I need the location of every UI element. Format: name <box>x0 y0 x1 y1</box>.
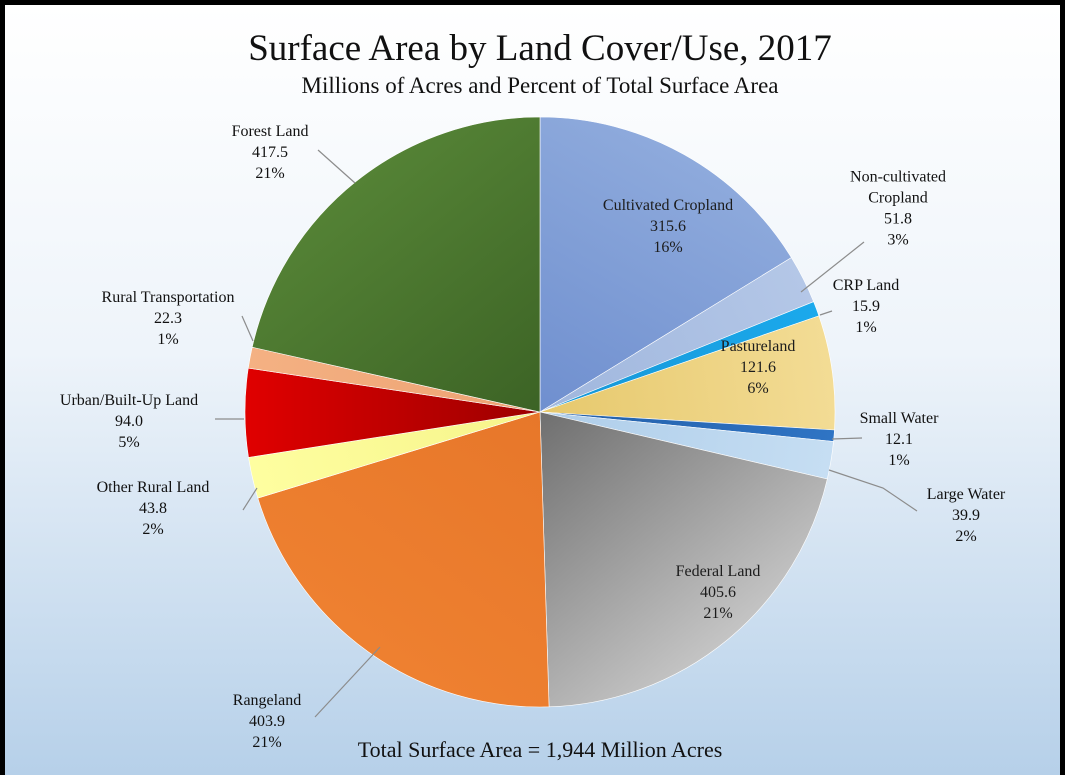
slice-label: Other Rural Land 43.8 2% <box>97 479 210 538</box>
slice-percent: 2% <box>955 528 976 545</box>
slice-percent: 21% <box>703 605 732 622</box>
slice-label: Federal Land 405.6 21% <box>676 563 761 622</box>
slice-percent: 16% <box>653 239 682 256</box>
slice-value: 22.3 <box>154 310 182 327</box>
pie-slice-federal-land <box>539 411 828 708</box>
slice-label: Large Water 39.9 2% <box>927 486 1006 545</box>
leader-line <box>314 646 381 718</box>
slice-label: Pastureland 121.6 6% <box>721 338 796 397</box>
slice-value: 15.9 <box>852 298 880 315</box>
chart-subtitle: Millions of Acres and Percent of Total S… <box>302 73 779 98</box>
leader-line <box>242 487 258 511</box>
slice-name: Forest Land <box>232 123 309 140</box>
slice-name: Pastureland <box>721 338 796 355</box>
slice-label: Rangeland 403.9 21% <box>233 692 301 751</box>
leader-line <box>828 469 918 512</box>
slice-percent: 6% <box>747 380 768 397</box>
slice-name: Cultivated Cropland <box>603 197 733 214</box>
slice-name: Other Rural Land <box>97 479 210 496</box>
pie-chart: Surface Area by Land Cover/Use, 2017 Mil… <box>60 28 1006 762</box>
slice-name: Rangeland <box>233 692 301 709</box>
pie-slice-pastureland <box>539 315 836 431</box>
slice-percent: 1% <box>888 452 909 469</box>
slice-value: 94.0 <box>115 413 143 430</box>
slice-name: Small Water <box>860 410 940 427</box>
slice-percent: 21% <box>252 734 281 751</box>
slice-value: 51.8 <box>884 211 912 228</box>
slice-value: 315.6 <box>650 218 686 235</box>
leader-line <box>317 149 356 184</box>
slice-value: 405.6 <box>700 584 736 601</box>
total-note: Total Surface Area = 1,944 Million Acres <box>358 737 723 762</box>
slice-label: Rural Transportation 22.3 1% <box>102 289 235 348</box>
slice-value: 39.9 <box>952 507 980 524</box>
slice-value: 43.8 <box>139 500 167 517</box>
slice-name: Non-cultivated <box>850 169 946 186</box>
slice-label: Urban/Built-Up Land 94.0 5% <box>60 392 198 451</box>
slice-label: CRP Land 15.9 1% <box>833 277 900 336</box>
pie-slice-cultivated-cropland <box>539 116 792 413</box>
slice-label: Cultivated Cropland 315.6 16% <box>603 197 733 256</box>
slice-name: Federal Land <box>676 563 761 580</box>
slice-percent: 21% <box>255 165 284 182</box>
slice-name: Cropland <box>868 190 928 207</box>
chart-title: Surface Area by Land Cover/Use, 2017 <box>248 28 832 69</box>
slice-percent: 2% <box>142 521 163 538</box>
slice-name: Large Water <box>927 486 1006 503</box>
slice-name: CRP Land <box>833 277 900 294</box>
slice-value: 403.9 <box>249 713 285 730</box>
slice-name: Rural Transportation <box>102 289 235 306</box>
slice-label: Small Water 12.1 1% <box>860 410 940 469</box>
slice-percent: 1% <box>855 319 876 336</box>
slice-percent: 1% <box>157 331 178 348</box>
slice-name: Urban/Built-Up Land <box>60 392 198 409</box>
leader-line <box>831 437 863 440</box>
slice-value: 12.1 <box>885 431 913 448</box>
slice-label: Forest Land 417.5 21% <box>232 123 309 182</box>
leader-line <box>241 315 254 342</box>
slice-percent: 3% <box>887 232 908 249</box>
pie-slice-rangeland <box>257 411 550 708</box>
slice-value: 121.6 <box>740 359 776 376</box>
slice-percent: 5% <box>118 434 139 451</box>
leader-line <box>819 310 833 316</box>
leader-line <box>800 241 865 293</box>
slice-label: Non-cultivated Cropland 51.8 3% <box>850 169 946 249</box>
slice-value: 417.5 <box>252 144 288 161</box>
pie-slice-forest-land <box>251 116 541 413</box>
